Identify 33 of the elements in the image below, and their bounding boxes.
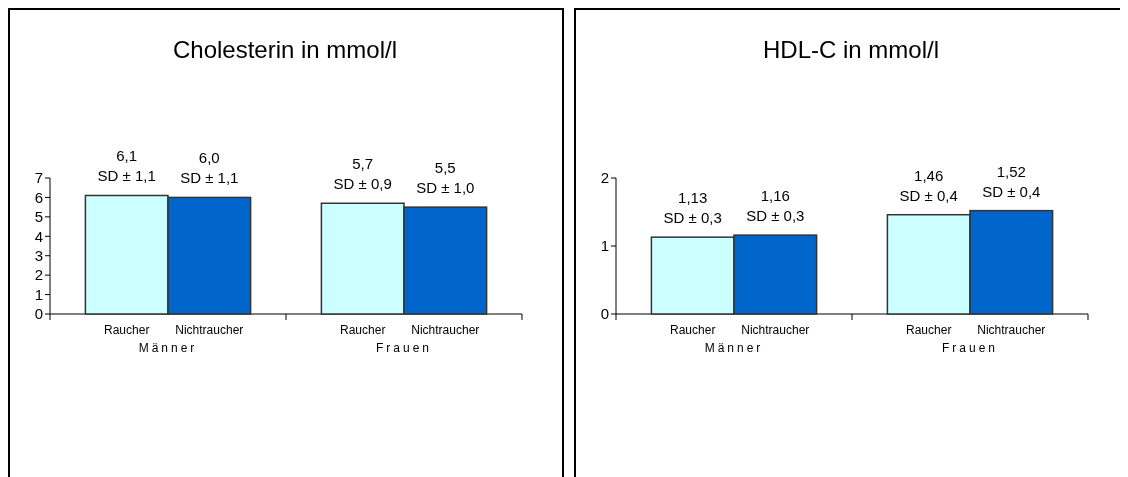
y-tick-label: 6 bbox=[34, 188, 43, 206]
y-tick-label: 4 bbox=[34, 227, 43, 245]
y-tick-label: 5 bbox=[34, 208, 43, 226]
data-label: 1,46 SD ± 0,4 bbox=[899, 166, 958, 204]
data-label: 6,0 SD ± 1,1 bbox=[180, 149, 239, 187]
series-label: Raucher bbox=[670, 323, 716, 337]
y-tick-label: 1 bbox=[34, 285, 43, 303]
y-tick-label: 7 bbox=[34, 169, 43, 187]
series-label: Nichtraucher bbox=[741, 323, 810, 337]
y-tick-label: 3 bbox=[34, 246, 43, 264]
series-label: Raucher bbox=[104, 323, 150, 337]
x-tick-label: Frauen bbox=[941, 341, 999, 355]
chart-title: Cholesterin in mmol/l bbox=[172, 36, 398, 63]
chart-title: HDL-C in mmol/l bbox=[762, 36, 940, 63]
data-label: 5,5 SD ± 1,0 bbox=[416, 159, 475, 197]
x-tick-label: Frauen bbox=[375, 341, 433, 355]
data-label: 1,16 SD ± 0,3 bbox=[746, 187, 805, 225]
y-tick-label: 0 bbox=[600, 305, 609, 323]
y-tick-label: 1 bbox=[600, 237, 609, 255]
data-label: 1,52 SD ± 0,4 bbox=[982, 162, 1041, 200]
y-tick-label: 2 bbox=[600, 169, 609, 187]
x-tick-label: Männer bbox=[138, 341, 198, 355]
text: Raucher bbox=[906, 323, 952, 337]
data-label: 1,13 SD ± 0,3 bbox=[663, 189, 722, 227]
series-label: Nichtraucher bbox=[175, 323, 244, 337]
x-tick-label: Männer bbox=[704, 341, 764, 355]
y-tick-label: 2 bbox=[34, 266, 43, 284]
data-label: 5,7 SD ± 0,9 bbox=[333, 155, 392, 193]
text: Raucher bbox=[340, 323, 386, 337]
text: Nichtraucher bbox=[977, 323, 1046, 337]
y-tick-label: 0 bbox=[34, 305, 43, 323]
text: Nichtraucher bbox=[411, 323, 480, 337]
data-label: 6,1 SD ± 1,1 bbox=[97, 147, 156, 185]
